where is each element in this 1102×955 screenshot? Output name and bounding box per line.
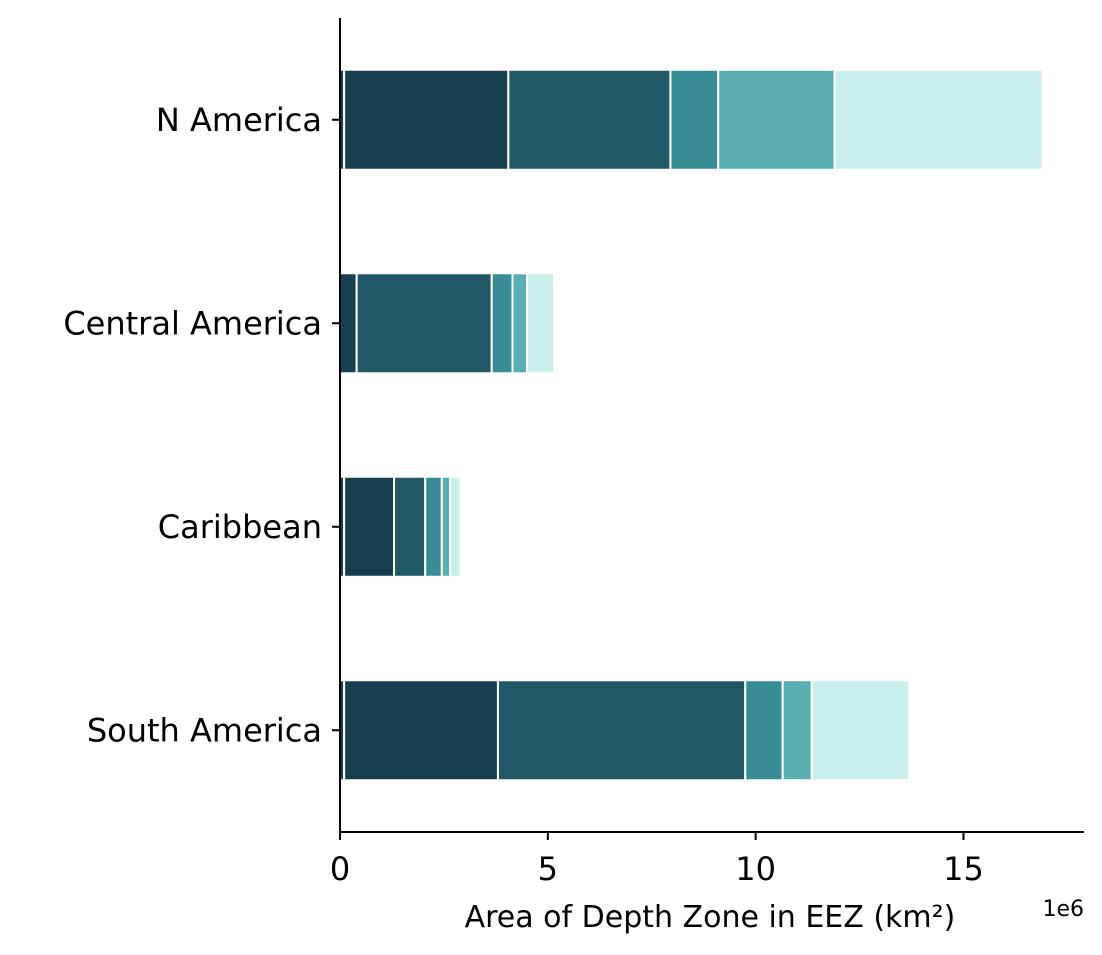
bar-segment <box>339 272 358 375</box>
y-tick-label: Caribbean <box>158 508 322 546</box>
bar-segment <box>669 68 720 171</box>
bar-segment <box>343 679 499 782</box>
bar-segment <box>717 68 836 171</box>
x-axis-offset-label: 1e6 <box>1042 897 1084 922</box>
bar-segment <box>496 679 747 782</box>
bar-segment <box>449 475 462 578</box>
bar-segment <box>355 272 493 375</box>
y-tick-label: N America <box>156 101 322 139</box>
x-tick-label: 0 <box>330 850 350 888</box>
bar-segment <box>490 272 514 375</box>
bar-segment <box>343 68 510 171</box>
bar-segment <box>440 475 452 578</box>
bar-segment <box>781 679 813 782</box>
bar-segment <box>744 679 784 782</box>
bar-segment <box>833 68 1044 171</box>
bars-layer <box>339 68 1044 782</box>
x-tick-label: 5 <box>538 850 558 888</box>
x-tick-label: 15 <box>943 850 984 888</box>
x-ticks-layer: 0 5 10 15 <box>330 832 984 888</box>
bar-segment <box>507 68 672 171</box>
y-tick-label: South America <box>87 711 322 749</box>
y-ticks-layer: N America Central America Caribbean South A… <box>63 101 340 749</box>
bar-segment <box>810 679 911 782</box>
x-axis-title: Area of Depth Zone in EEZ (km²) <box>465 900 956 935</box>
bar-segment <box>343 475 396 578</box>
bar-segment <box>511 272 529 375</box>
bar-segment <box>424 475 443 578</box>
bar-segment <box>393 475 427 578</box>
y-tick-label: Central America <box>63 304 322 342</box>
bar-segment <box>526 272 556 375</box>
x-tick-label: 10 <box>735 850 776 888</box>
